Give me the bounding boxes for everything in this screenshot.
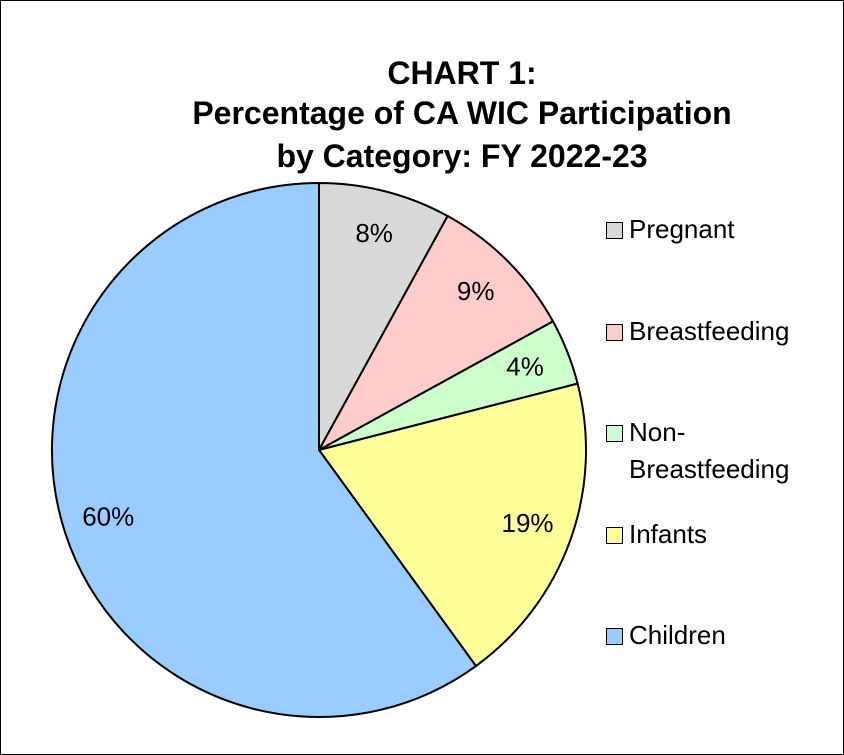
legend-item: Children <box>606 617 831 654</box>
pie-slice <box>316 214 555 453</box>
legend-label: Non-Breastfeeding <box>629 417 790 484</box>
pie-slice <box>318 181 449 451</box>
chart-title: Percentage of CA WIC Participation <box>192 95 731 131</box>
slice-label: 19% <box>501 508 553 538</box>
chart-title: by Category: FY 2022-23 <box>276 138 647 174</box>
legend-label: Breastfeeding <box>629 315 790 346</box>
legend-swatch <box>606 425 623 442</box>
legend-label: Children <box>629 620 726 650</box>
legend-item: Pregnant <box>606 211 831 248</box>
pie-slice <box>51 181 478 718</box>
pie-slice <box>317 382 587 668</box>
legend-item: Infants <box>606 516 831 553</box>
legend-label: Pregnant <box>629 214 735 244</box>
slice-label: 8% <box>355 218 393 248</box>
legend-swatch <box>606 222 623 239</box>
legend-swatch <box>606 628 623 645</box>
legend-item: Non-Breastfeeding <box>606 414 831 488</box>
chart-title: CHART 1: <box>387 55 536 91</box>
legend-swatch <box>606 526 623 544</box>
slice-label: 9% <box>457 276 495 306</box>
slice-label: 4% <box>506 351 544 381</box>
legend-label: Infants <box>629 518 708 549</box>
slice-label: 60% <box>82 501 134 531</box>
legend-item: Breastfeeding <box>606 313 831 350</box>
legend-swatch <box>606 323 623 341</box>
